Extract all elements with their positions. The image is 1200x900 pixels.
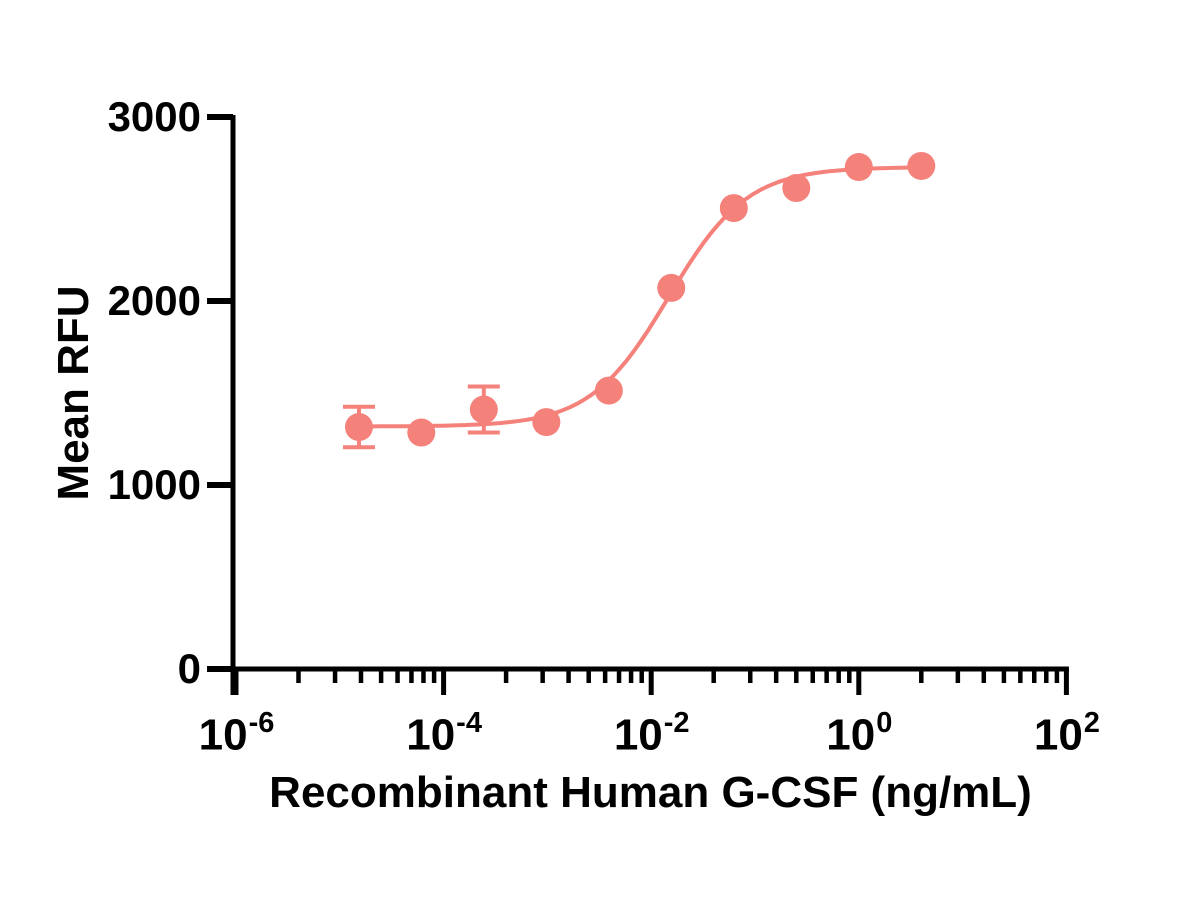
data-point: [532, 408, 561, 437]
y-axis-title: Mean RFU: [49, 285, 98, 501]
y-tick-label: 0: [177, 645, 201, 692]
data-point: [594, 376, 623, 405]
data-point: [719, 194, 748, 223]
data-point: [469, 395, 498, 424]
x-tick-label: 100: [826, 707, 893, 760]
x-axis-title: Recombinant Human G-CSF (ng/mL): [269, 768, 1032, 817]
y-tick-label: 2000: [107, 277, 201, 324]
y-tick-label: 3000: [107, 93, 201, 140]
y-tick-label: 1000: [107, 461, 201, 508]
data-point: [782, 174, 811, 203]
data-point: [657, 273, 686, 302]
data-point: [344, 413, 373, 442]
x-tick-label: 10-2: [613, 707, 690, 760]
data-point: [907, 151, 936, 180]
x-tick-label: 10-6: [198, 707, 275, 760]
data-point: [844, 153, 873, 182]
x-tick-label: 102: [1033, 707, 1100, 760]
fit-curve: [357, 165, 924, 429]
x-tick-label: 10-4: [406, 707, 482, 760]
data-point: [407, 418, 436, 447]
